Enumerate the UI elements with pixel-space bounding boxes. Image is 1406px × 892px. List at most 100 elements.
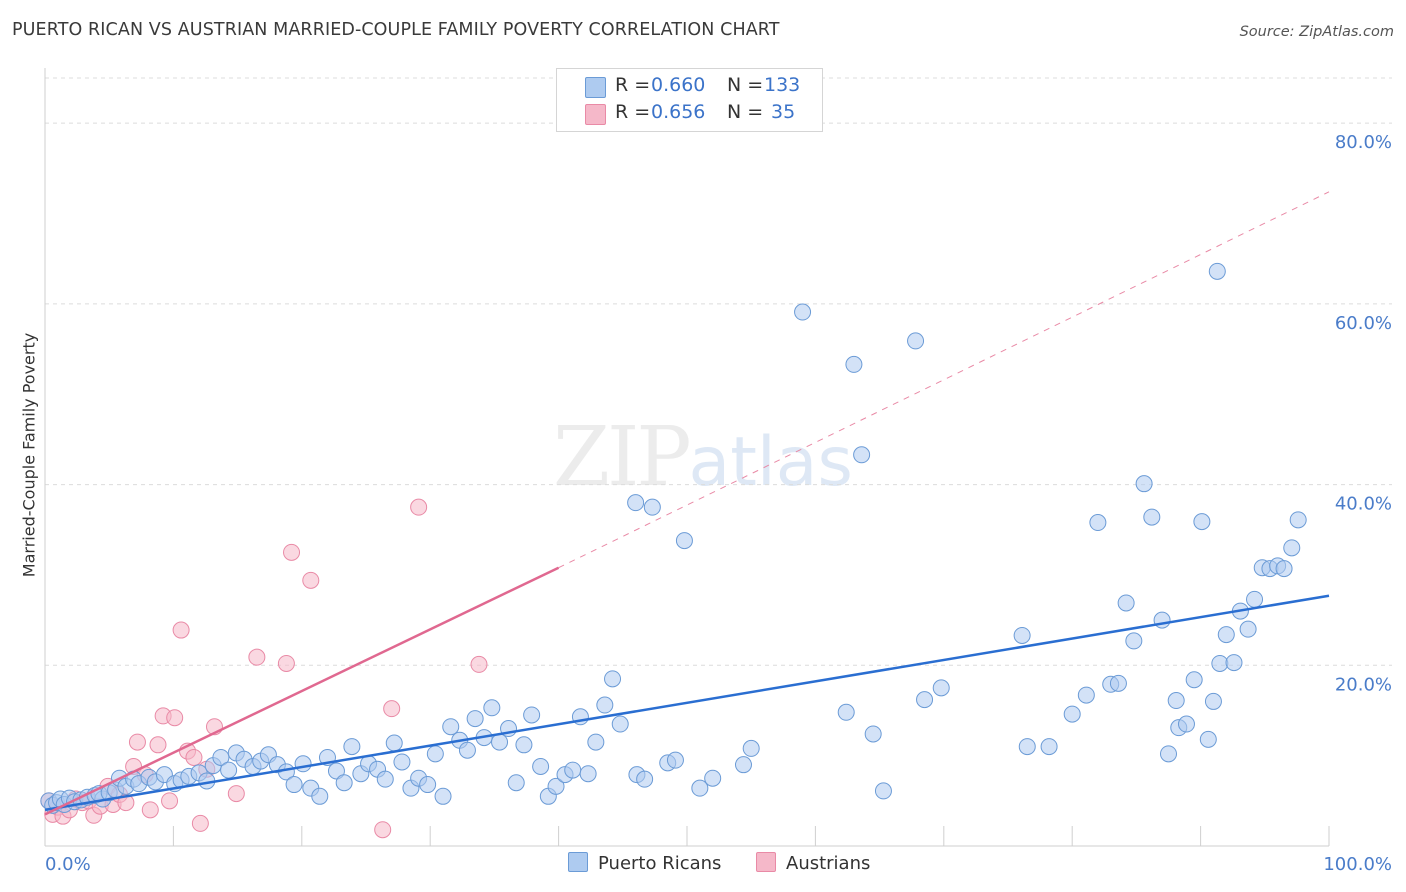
puerto-ricans-point (426, 745, 444, 763)
austrians-point (302, 571, 320, 589)
bottom-legend-austrians: Austrians (756, 852, 870, 874)
puerto-ricans-point (1013, 626, 1031, 644)
austrians-point (374, 821, 392, 839)
puerto-ricans-point (675, 532, 693, 550)
austrians-point (410, 498, 428, 516)
puerto-ricans-point (1125, 632, 1143, 650)
puerto-ricans-point (212, 748, 230, 766)
puerto-ricans-point (932, 679, 950, 697)
austrians-point (383, 700, 401, 718)
puerto-ricans-point (376, 770, 394, 788)
puerto-ricans-point (1239, 620, 1257, 638)
trend-lines (44, 191, 1330, 816)
puerto-ricans-point (691, 779, 709, 797)
source-label: Source: ZipAtlas.com (1239, 24, 1394, 40)
puerto-ricans-point (794, 303, 812, 321)
bottom-legend-label: Austrians (786, 853, 871, 874)
chart-title: PUERTO RICAN VS AUSTRIAN MARRIED-COUPLE … (12, 20, 780, 40)
puerto-ricans-point (907, 332, 925, 350)
tick-labels: 20.0% 40.0% 60.0% 80.0% 0.0% 100.0% (45, 132, 1392, 875)
puerto-ricans-point (442, 718, 460, 736)
puerto-ricans-point (864, 725, 882, 743)
puerto-ricans-point (916, 691, 934, 709)
puerto-ricans-point (1143, 508, 1161, 526)
puerto-ricans-point (294, 755, 312, 773)
bottom-legend-puerto-ricans: Puerto Ricans (568, 852, 721, 874)
puerto-ricans-point (515, 736, 533, 754)
austrians-point (227, 785, 245, 803)
puerto-ricans-point (845, 355, 863, 373)
puerto-ricans-point (1246, 590, 1264, 608)
y-tick-label: 80.0% (1335, 132, 1392, 153)
puerto-ricans-point (327, 762, 345, 780)
puerto-ricans-point (419, 776, 437, 794)
puerto-ricans-point (579, 765, 597, 783)
puerto-ricans-point (532, 757, 550, 775)
puerto-ricans-point (734, 756, 752, 774)
puerto-ricans-point (1117, 594, 1135, 612)
legend-n-label: N = (727, 101, 764, 123)
austrians-point (470, 655, 488, 673)
puerto-ricans-point (491, 733, 509, 751)
legend-swatch-pink (585, 104, 606, 125)
legend-r-value: 0.656 (651, 101, 706, 123)
puerto-ricans-point (627, 494, 645, 512)
legend-r-label: R = (615, 101, 651, 123)
y-tick-label: 60.0% (1335, 313, 1392, 334)
austrians-trend-line (44, 566, 560, 816)
austrians-point (283, 543, 301, 561)
bottom-legend-label: Puerto Ricans (598, 853, 722, 874)
puerto-ricans-point (1275, 560, 1293, 578)
puerto-ricans-point (1283, 539, 1301, 557)
austrians-point (248, 648, 266, 666)
puerto-ricans-point (587, 733, 605, 751)
puerto-ricans-point (853, 446, 871, 464)
gridlines (45, 77, 1392, 666)
puerto-ricans-point (596, 696, 614, 714)
puerto-ricans-point (643, 498, 661, 516)
puerto-ricans-points (40, 262, 1307, 814)
puerto-ricans-point (343, 738, 361, 756)
puerto-ricans-point (466, 710, 484, 728)
puerto-ricans-point (1167, 692, 1185, 710)
watermark: ZIPatlas (553, 410, 853, 505)
puerto-ricans-point (604, 670, 622, 688)
puerto-ricans-point (636, 770, 654, 788)
austrians-trend-extension (558, 191, 1330, 569)
austrians-point (149, 736, 167, 754)
puerto-ricans-point (1040, 738, 1058, 756)
legend-n-value: 133 (764, 74, 801, 96)
puerto-ricans-point (393, 753, 411, 771)
puerto-ricans-point (1208, 262, 1226, 280)
puerto-ricans-point (564, 761, 582, 779)
austrians-point (166, 709, 184, 727)
puerto-ricans-point (385, 734, 403, 752)
puerto-ricans-point (483, 699, 501, 717)
puerto-ricans-point (1185, 671, 1203, 689)
puerto-ricans-point (742, 739, 760, 757)
puerto-ricans-trend-line (44, 594, 1330, 812)
legend-r-value: 0.660 (651, 74, 706, 96)
austrians-point (141, 801, 159, 819)
x-tick-label: 100.0% (1323, 854, 1392, 875)
legend-n-label: N = (727, 74, 764, 96)
austrians-point (172, 621, 190, 639)
puerto-ricans-point (1199, 730, 1217, 748)
legend-r-label: R = (615, 74, 651, 96)
puerto-ricans-point (335, 774, 353, 792)
puerto-ricans-point (285, 776, 303, 794)
puerto-ricans-point (458, 741, 476, 759)
puerto-ricans-point (874, 782, 892, 800)
watermark-zip: ZIP (553, 410, 692, 505)
puerto-ricans-point (523, 706, 541, 724)
puerto-ricans-point (704, 769, 722, 787)
puerto-ricans-point (1063, 705, 1081, 723)
austrians-point (185, 748, 203, 766)
puerto-ricans-point (1109, 674, 1127, 692)
puerto-ricans-point (507, 774, 525, 792)
y-tick-label: 40.0% (1335, 494, 1392, 515)
puerto-ricans-point (311, 787, 329, 805)
puerto-ricans-point (1217, 626, 1235, 644)
puerto-ricans-point (1193, 513, 1211, 531)
